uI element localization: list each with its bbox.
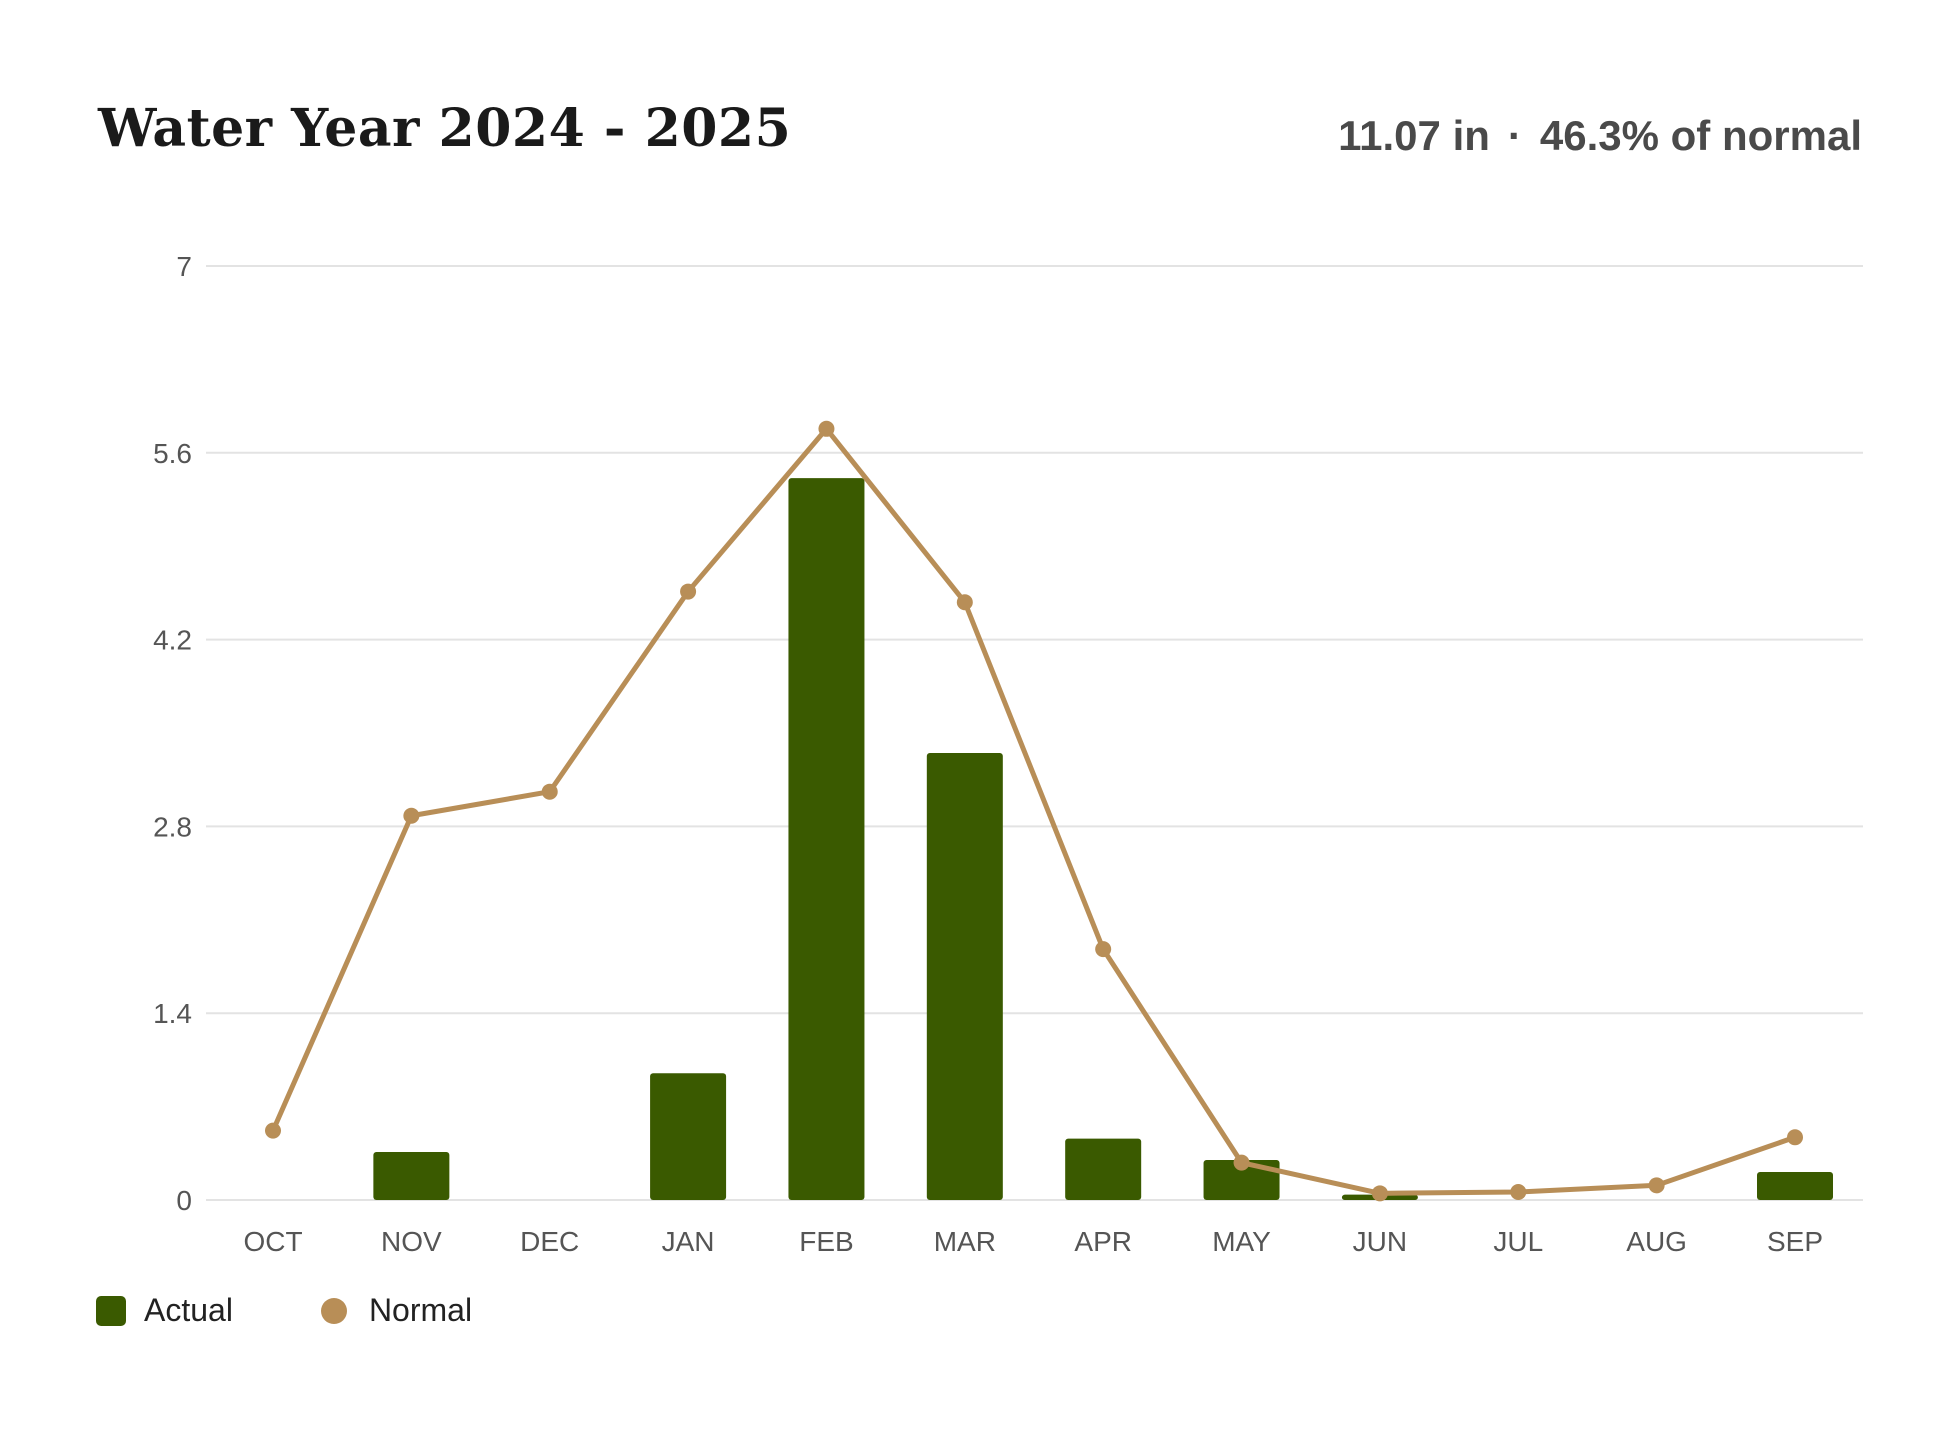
actual-bar-may[interactable]: [1203, 1159, 1280, 1200]
chart-title: Water Year 2024 - 2025: [98, 98, 792, 159]
x-tick-label: SEP: [1767, 1226, 1823, 1257]
normal-point-jul[interactable]: [1510, 1183, 1527, 1200]
actual-bar-apr[interactable]: [1065, 1138, 1142, 1200]
actual-bar-mar[interactable]: [926, 753, 1003, 1200]
x-tick-label: NOV: [381, 1226, 442, 1257]
actual-bar-feb[interactable]: [788, 478, 865, 1200]
normal-point-jun[interactable]: [1371, 1185, 1388, 1202]
x-tick-label: MAR: [934, 1226, 996, 1257]
normal-point-dec[interactable]: [541, 783, 558, 800]
x-tick-label: MAY: [1212, 1226, 1271, 1257]
legend: Actual Normal: [96, 1292, 560, 1329]
y-tick-label: 2.8: [153, 811, 192, 842]
grid-lines: [206, 265, 1863, 1201]
normal-point-jan[interactable]: [680, 583, 697, 600]
normal-line: [265, 420, 1803, 1202]
x-tick-label: JAN: [662, 1226, 715, 1257]
normal-point-nov[interactable]: [403, 807, 420, 824]
summary-separator: ·: [1507, 112, 1522, 159]
x-tick-label: AUG: [1626, 1226, 1687, 1257]
normal-series-line: [270, 426, 1796, 1196]
legend-swatch-normal: [320, 1297, 347, 1324]
x-tick-label: JUL: [1493, 1226, 1543, 1257]
normal-point-may[interactable]: [1233, 1154, 1250, 1171]
actual-bars: [373, 478, 1833, 1200]
y-tick-label: 0: [176, 1185, 192, 1216]
legend-label-normal: Normal: [368, 1292, 473, 1328]
x-tick-label: DEC: [520, 1226, 579, 1257]
x-tick-label: APR: [1074, 1226, 1132, 1257]
x-tick-label: JUN: [1353, 1226, 1407, 1257]
normal-point-sep[interactable]: [1787, 1129, 1803, 1146]
legend-item-actual[interactable]: Actual: [96, 1292, 233, 1329]
y-tick-label: 1.4: [153, 998, 192, 1029]
y-axis-ticks: 0 1.4 2.8 4.2 5.6 7: [153, 251, 192, 1216]
normal-point-mar[interactable]: [956, 594, 973, 611]
season-total: 11.07 in: [1338, 112, 1490, 159]
normal-point-apr[interactable]: [1095, 941, 1112, 958]
actual-bar-nov[interactable]: [373, 1151, 450, 1200]
y-tick-label: 4.2: [153, 625, 192, 656]
normal-point-feb[interactable]: [818, 420, 835, 437]
normal-point-aug[interactable]: [1648, 1177, 1665, 1194]
actual-bar-jan[interactable]: [650, 1073, 727, 1200]
x-tick-label: OCT: [243, 1226, 302, 1257]
x-axis-ticks: OCT NOV DEC JAN FEB MAR APR MAY JUN JUL AUG SEP: [243, 1226, 1823, 1257]
season-percent-of-normal: 46.3% of normal: [1539, 112, 1862, 159]
y-tick-label: 7: [176, 251, 192, 282]
actual-bar-sep[interactable]: [1757, 1171, 1833, 1200]
legend-item-normal[interactable]: Normal: [320, 1292, 473, 1329]
legend-swatch-actual: [96, 1295, 126, 1326]
season-summary: 11.07 in · 46.3% of normal: [1338, 112, 1862, 160]
y-tick-label: 5.6: [153, 438, 192, 469]
x-tick-label: FEB: [799, 1226, 853, 1257]
normal-point-oct[interactable]: [265, 1122, 281, 1139]
legend-label-actual: Actual: [144, 1292, 233, 1328]
